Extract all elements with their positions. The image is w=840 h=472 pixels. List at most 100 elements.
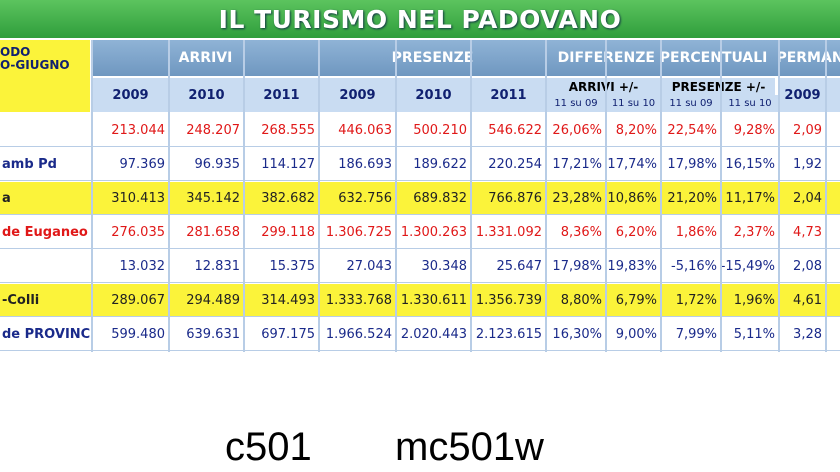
cell-value: 15.375 (269, 259, 316, 274)
diff-sub-header: 11 su 10 (722, 95, 778, 112)
cell-value: 8,20% (615, 123, 657, 138)
cell-value: 639.631 (186, 327, 240, 342)
group-header: PRESENZE (320, 40, 545, 76)
cell-value: 16,15% (725, 157, 775, 172)
cell-value: 1.331.092 (475, 225, 542, 240)
cell-value: 6,20% (615, 225, 657, 240)
year-header: 2010 (397, 78, 470, 112)
cell-value: 8,36% (560, 225, 602, 240)
cell-value: 1.330.611 (400, 293, 467, 308)
group-header: DIFFERENZE PERCENTUALI (547, 40, 778, 76)
col-separator (168, 40, 170, 352)
col-separator (605, 40, 607, 352)
row-bg (0, 148, 840, 181)
cell-value: 16,30% (552, 327, 602, 342)
cell-value: 314.493 (261, 293, 315, 308)
cell-value: 13.032 (119, 259, 166, 274)
cell-value: 21,20% (667, 191, 717, 206)
cell-value: 281.658 (186, 225, 240, 240)
code: c501 (225, 425, 312, 469)
row-bg (0, 114, 840, 147)
cell-value: 12.831 (194, 259, 241, 274)
group-header: ARRIVI (93, 40, 318, 76)
cell-value: 4,61 (793, 293, 822, 308)
cell-value: 546.622 (488, 123, 542, 138)
code: mc501w (395, 425, 544, 469)
col-separator (660, 40, 662, 352)
cell-value: 220.254 (488, 157, 542, 172)
year-header: 2010 (170, 78, 243, 112)
cell-value: 26,06% (552, 123, 602, 138)
cell-value: 1.966.524 (325, 327, 392, 342)
cell-value: 96.935 (194, 157, 241, 172)
cell-value: 310.413 (111, 191, 165, 206)
cell-value: 1.306.725 (325, 225, 392, 240)
diff-sub-header: 11 su 09 (662, 95, 720, 112)
cell-value: 299.118 (261, 225, 315, 240)
cell-value: 17,98% (552, 259, 602, 274)
cell-value: 268.555 (261, 123, 315, 138)
row-bg (0, 250, 840, 283)
cell-value: 1.356.739 (475, 293, 542, 308)
cell-value: 599.480 (111, 327, 165, 342)
row-bg (0, 182, 840, 215)
cell-value: 19,83% (607, 259, 657, 274)
cell-value: 11,17% (725, 191, 775, 206)
year-header: 2009 (93, 78, 168, 112)
cell-value: 2,08 (793, 259, 822, 274)
period-label-line: O-GIUGNO (0, 58, 70, 72)
cell-value: 1,86% (675, 225, 717, 240)
cell-value: 500.210 (413, 123, 467, 138)
cell-value: -5,16% (671, 259, 717, 274)
cell-value: 17,21% (552, 157, 602, 172)
row-bg (0, 318, 840, 351)
cell-value: 248.207 (186, 123, 240, 138)
period-label-line: ODO (0, 45, 31, 59)
row-label: -Colli (2, 293, 40, 308)
cell-value: 23,28% (552, 191, 602, 206)
cell-value: 689.832 (413, 191, 467, 206)
cell-value: 5,11% (733, 327, 775, 342)
cell-value: 22,54% (667, 123, 717, 138)
cell-value: 9,00% (615, 327, 657, 342)
cell-value: 2,37% (733, 225, 775, 240)
cell-value: 213.044 (111, 123, 165, 138)
cell-value: 186.693 (338, 157, 392, 172)
cell-value: 114.127 (261, 157, 315, 172)
cell-value: 766.876 (488, 191, 542, 206)
cell-value: 276.035 (111, 225, 165, 240)
cell-value: 3,28 (793, 327, 822, 342)
row-label: a (2, 191, 11, 206)
cell-value: 17,74% (607, 157, 657, 172)
cell-value: 189.622 (413, 157, 467, 172)
year-header: 2011 (245, 78, 318, 112)
cell-value: 1.300.263 (400, 225, 467, 240)
row-label: de Euganeo (2, 225, 88, 240)
cell-value: 97.369 (119, 157, 166, 172)
col-separator (545, 40, 547, 352)
cell-value: 697.175 (261, 327, 315, 342)
cell-value: 7,99% (675, 327, 717, 342)
col-separator (720, 40, 722, 352)
cell-value: 632.756 (338, 191, 392, 206)
cell-value: -15,49% (722, 259, 775, 274)
year-header: 2011 (472, 78, 545, 112)
row-bg (0, 284, 840, 317)
col-separator (470, 40, 472, 352)
cell-value: 25.647 (496, 259, 543, 274)
year-header-bg (827, 78, 840, 112)
cell-value: 2.020.443 (400, 327, 467, 342)
cell-value: 1,92 (793, 157, 822, 172)
cell-value: 2,04 (793, 191, 822, 206)
year-header: 2009 (320, 78, 395, 112)
col-separator (91, 40, 93, 352)
cell-value: 9,28% (733, 123, 775, 138)
group-header: PERMAN (780, 40, 840, 76)
cell-value: 2,09 (793, 123, 822, 138)
cell-value: 382.682 (261, 191, 315, 206)
cell-value: 446.063 (338, 123, 392, 138)
col-separator (318, 40, 320, 352)
cell-value: 1,72% (675, 293, 717, 308)
col-separator (395, 40, 397, 352)
col-separator (243, 40, 245, 352)
